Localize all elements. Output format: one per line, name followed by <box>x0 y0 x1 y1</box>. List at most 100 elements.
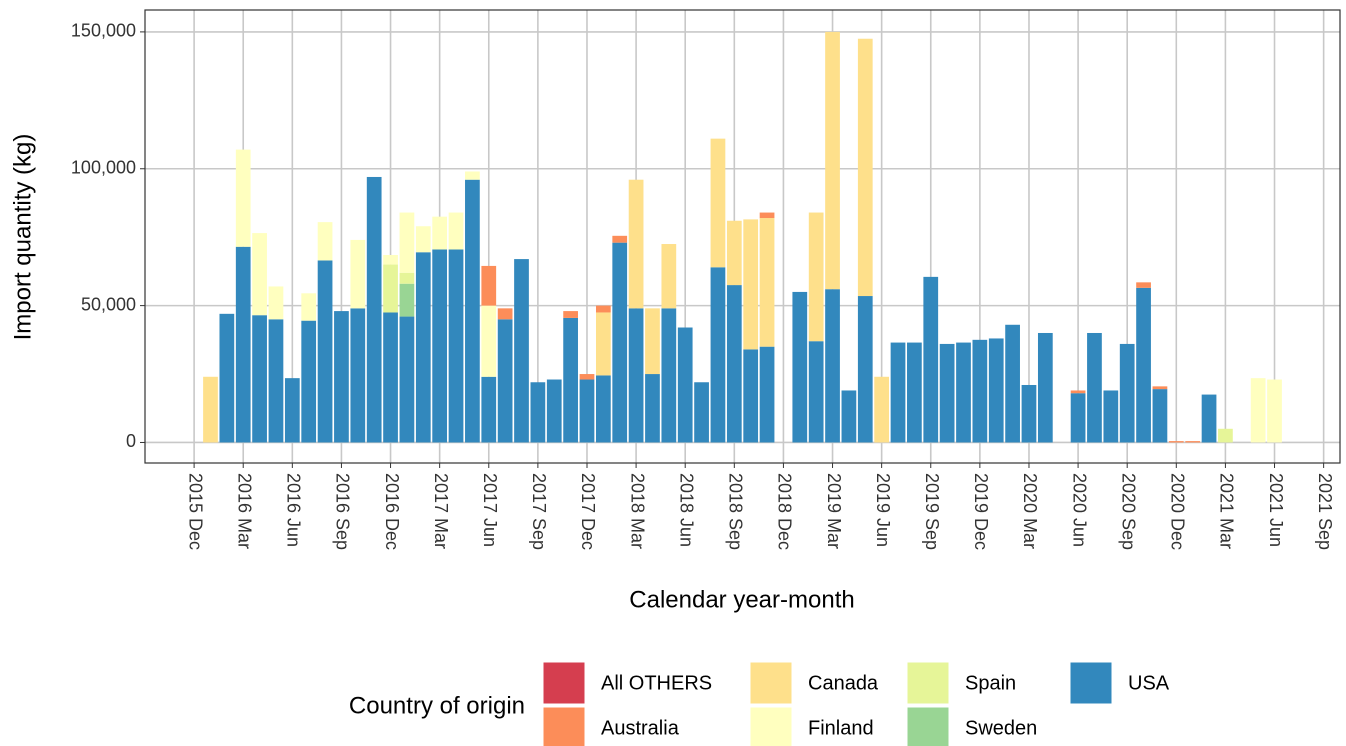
x-tick-label: 2019 Sep <box>922 473 942 550</box>
x-tick-label: 2020 Dec <box>1168 473 1188 550</box>
x-tick-label: 2020 Mar <box>1020 473 1040 549</box>
bar-segment <box>939 343 955 443</box>
bar-segment <box>726 220 742 286</box>
bar-segment <box>317 222 333 261</box>
bar-segment <box>1218 428 1233 443</box>
bar-segment <box>399 316 415 443</box>
bar-segment <box>203 376 218 443</box>
bar-segment <box>1168 441 1184 443</box>
axes: 0 50,000 100,000 150,000 2015 Dec 2016 Mar 201… <box>71 21 1335 550</box>
bar-segment <box>890 342 906 443</box>
bar-segment <box>1087 332 1102 443</box>
x-tick-label: 2019 Jun <box>873 473 893 547</box>
bar-segment <box>497 308 513 320</box>
bar-segment <box>1103 390 1119 443</box>
bar-segment <box>595 375 611 443</box>
bar-segment <box>1250 378 1266 443</box>
bar-segment <box>972 339 988 443</box>
bar-segment <box>825 31 840 290</box>
bar-segment <box>1037 332 1053 443</box>
legend-key <box>906 706 950 746</box>
legend-label: USA <box>1128 672 1170 694</box>
bar-segment <box>252 233 267 316</box>
bar-segment <box>399 283 415 317</box>
bar-segment <box>988 338 1004 443</box>
bar-segment <box>694 382 709 443</box>
bar-segment <box>759 212 775 219</box>
plot-border <box>144 9 1341 464</box>
bar-segment <box>481 376 497 443</box>
bar-segment <box>219 313 235 443</box>
bar-segment <box>448 249 464 443</box>
bar-segment <box>661 308 677 443</box>
x-tick-label: 2021 Jun <box>1266 473 1286 547</box>
y-tick-label: 50,000 <box>81 294 136 314</box>
bar-segment <box>1119 343 1135 443</box>
legend-label: Canada <box>808 672 879 694</box>
legend: All OTHERS Australia Canada Finland Spain Swe… <box>542 661 1170 746</box>
bar-segment <box>1267 379 1282 443</box>
bar-segment <box>726 285 742 443</box>
x-tick-label: 2016 Jun <box>284 473 304 547</box>
x-tick-label: 2020 Sep <box>1118 473 1138 550</box>
bar-segment <box>857 296 873 443</box>
bar-segment <box>432 216 448 250</box>
legend-key <box>749 661 793 705</box>
bar-segment <box>334 311 349 443</box>
legend-key <box>1069 661 1113 705</box>
bar-segment <box>1136 287 1151 443</box>
bar-segment <box>415 252 431 443</box>
bar-segment <box>677 327 693 443</box>
bar-segment <box>628 179 644 309</box>
x-tick-label: 2020 Jun <box>1069 473 1089 547</box>
x-tick-label: 2019 Mar <box>824 473 844 549</box>
bar-segment <box>481 265 497 306</box>
legend-key <box>542 661 586 705</box>
bar-segment <box>808 341 824 443</box>
bar-segment <box>383 264 398 313</box>
bars <box>203 31 1282 443</box>
legend-title: Country of origin <box>349 692 525 719</box>
bar-segment <box>1005 324 1020 443</box>
bar-segment <box>907 342 922 443</box>
bar-segment <box>235 246 251 443</box>
bar-segment <box>857 38 873 297</box>
x-tick-label: 2018 Jun <box>676 473 696 547</box>
bar-segment <box>284 378 300 443</box>
bar-segment <box>595 312 611 376</box>
bar-segment <box>465 171 480 180</box>
bar-segment <box>317 260 333 443</box>
bar-segment <box>481 305 497 377</box>
bar-segment <box>235 149 251 247</box>
x-tick-label: 2017 Jun <box>480 473 500 547</box>
bar-segment <box>1201 394 1217 443</box>
bar-segment <box>546 379 562 443</box>
x-tick-label: 2017 Sep <box>529 473 549 550</box>
legend-label: All OTHERS <box>601 672 712 694</box>
legend-key <box>749 706 793 746</box>
y-tick-label: 100,000 <box>71 158 136 178</box>
legend-key <box>906 661 950 705</box>
bar-segment <box>743 219 759 350</box>
bar-segment <box>563 317 578 443</box>
legend-key <box>542 706 586 746</box>
bar-segment <box>645 308 660 375</box>
x-tick-label: 2016 Dec <box>382 473 402 550</box>
bar-segment <box>383 254 398 265</box>
bar-segment <box>841 390 857 443</box>
bar-segment <box>923 276 939 443</box>
bar-segment <box>350 308 366 443</box>
bar-segment <box>497 319 513 443</box>
y-axis-title: Import quantity (kg) <box>9 134 36 341</box>
bar-segment <box>645 374 660 443</box>
x-tick-label: 2018 Sep <box>726 473 746 550</box>
x-tick-label: 2021 Sep <box>1315 473 1335 550</box>
bar-segment <box>383 312 398 443</box>
bar-segment <box>530 382 546 443</box>
bar-segment <box>808 212 824 342</box>
bar-segment <box>252 315 267 443</box>
bar-segment <box>1152 389 1168 443</box>
bar-segment <box>792 291 808 443</box>
x-tick-label: 2017 Mar <box>431 473 451 549</box>
